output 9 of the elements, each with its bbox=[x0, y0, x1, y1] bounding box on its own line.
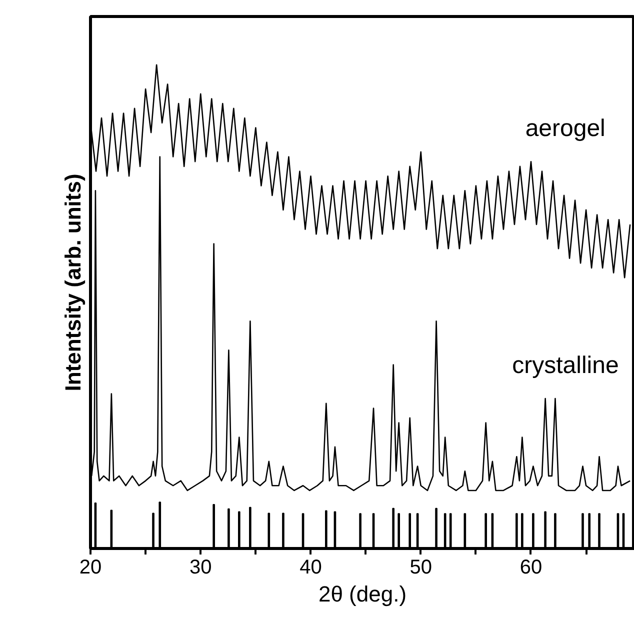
series-label: aerogel bbox=[525, 115, 606, 142]
x-tick-label: 20 bbox=[79, 556, 102, 578]
y-axis-title: Intentsity (arb. units) bbox=[60, 174, 86, 392]
x-tick-label: 60 bbox=[520, 556, 542, 578]
x-tick-label: 40 bbox=[300, 556, 322, 578]
x-tick-label: 50 bbox=[410, 556, 432, 578]
x-tick-label: 30 bbox=[190, 556, 212, 578]
series-label: crystalline bbox=[512, 352, 619, 380]
x-axis-title: 2θ (deg.) bbox=[318, 582, 407, 606]
